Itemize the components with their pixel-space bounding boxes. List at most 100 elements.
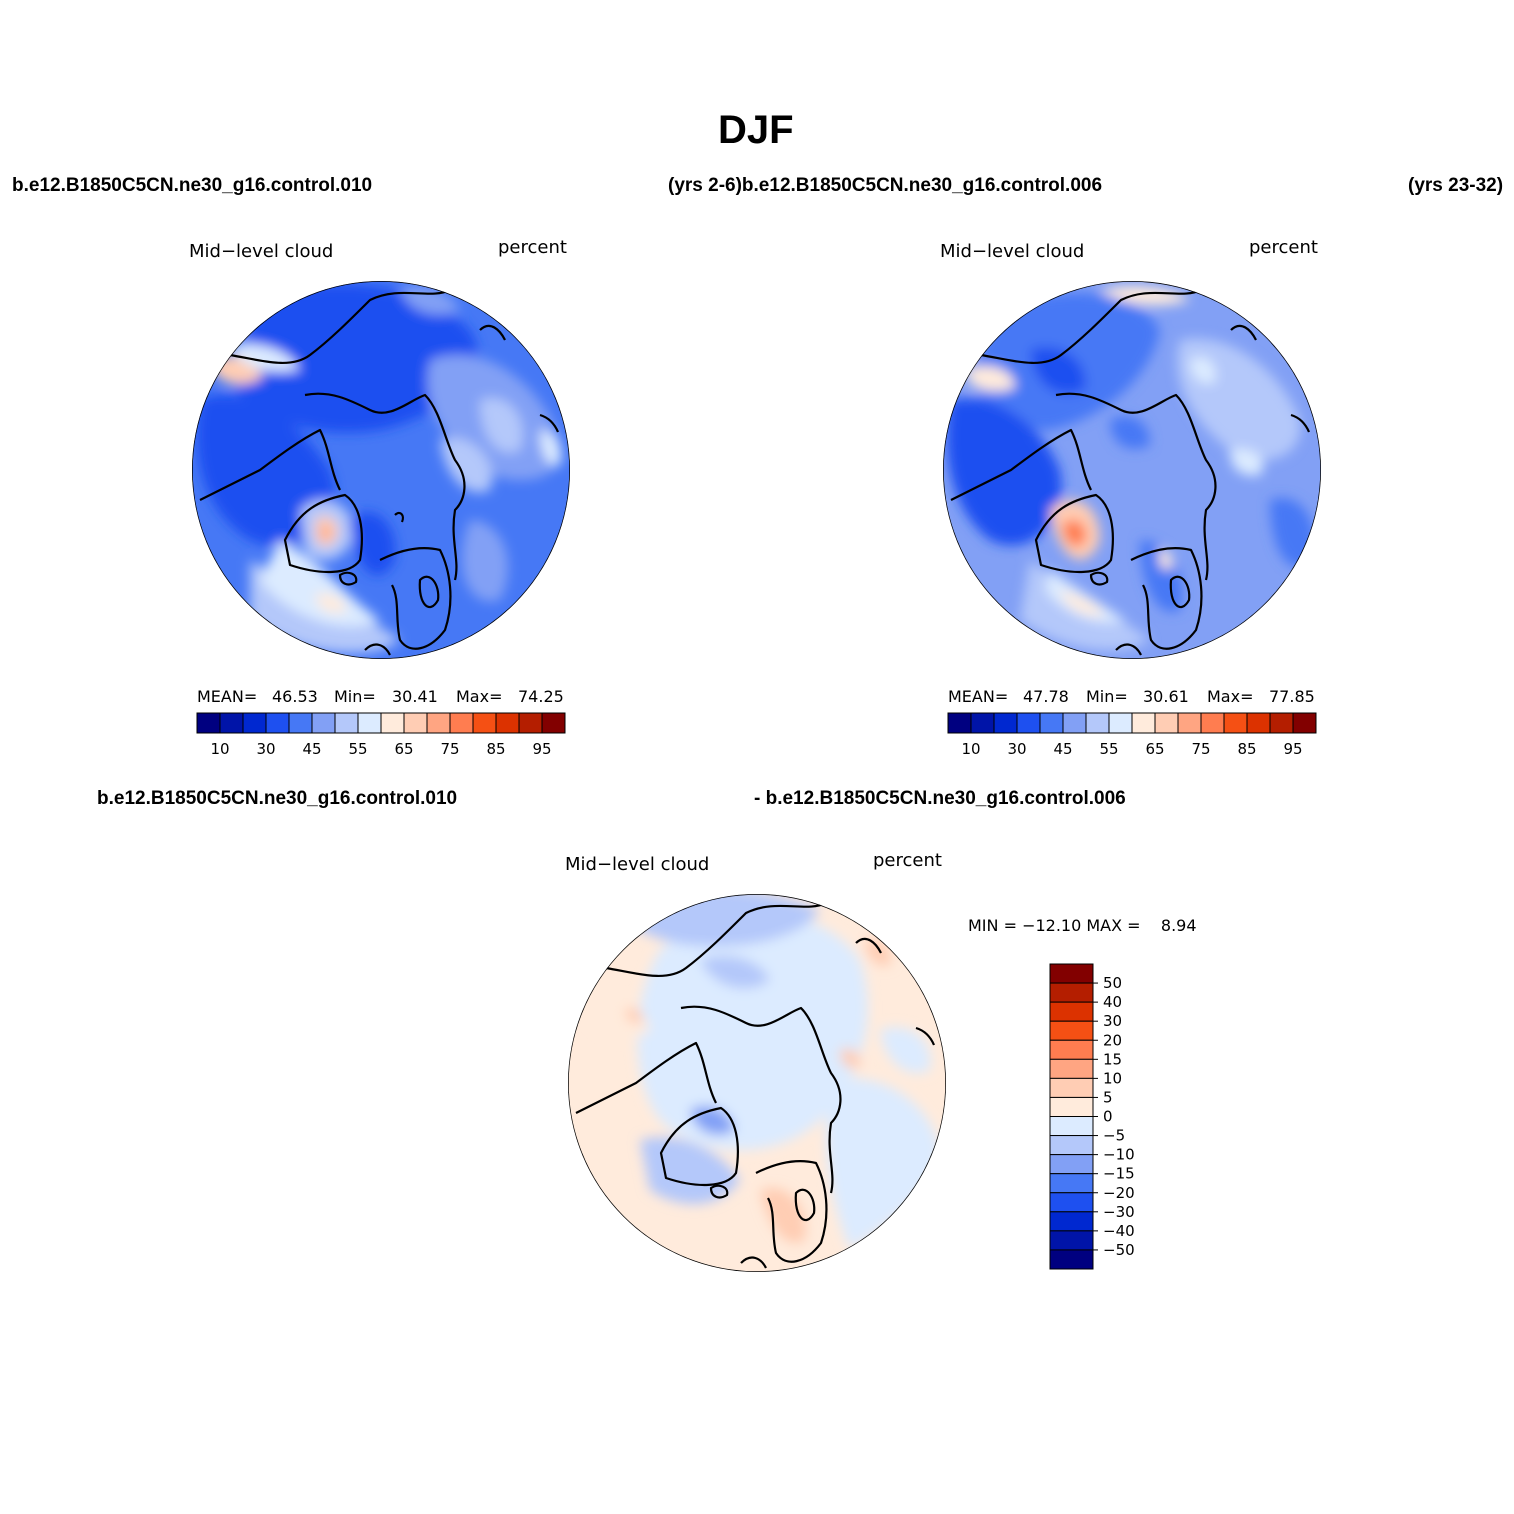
panel2-units: percent <box>1249 237 1318 258</box>
panel2-colorbar-swatch <box>993 712 1018 734</box>
diff-colorbar-tick-label: 0 <box>1103 1108 1113 1126</box>
panel1-colorbar-tick-label: 95 <box>532 740 551 758</box>
diff-colorbar-swatch <box>1049 1230 1094 1251</box>
case-label-mid: (yrs 2-6)b.e12.B1850C5CN.ne30_g16.contro… <box>668 175 1103 196</box>
diff-colorbar-swatch <box>1049 1211 1094 1232</box>
diff-colorbar-swatch <box>1049 1154 1094 1175</box>
panel1-colorbar-tick-label: 65 <box>394 740 413 758</box>
panel2-colorbar-swatch <box>1085 712 1110 734</box>
case-label-left: b.e12.B1850C5CN.ne30_g16.control.010 <box>12 175 373 196</box>
diff-colorbar-tick-label: −15 <box>1103 1165 1135 1183</box>
panel1-mean: 46.53 <box>272 687 318 706</box>
panel2-colorbar-swatch <box>1269 712 1294 734</box>
panel1-colorbar-swatch <box>288 712 313 734</box>
diff-colorbar-swatch <box>1049 1249 1094 1270</box>
diff-colorbar-tick-label: 40 <box>1103 993 1122 1011</box>
panel1-max-label: Max= <box>456 687 503 706</box>
panel2-colorbar-swatch <box>1154 712 1179 734</box>
diff-minmax: MIN = −12.10 MAX = 8.94 <box>968 916 1197 935</box>
diff-colorbar-tick-label: 20 <box>1103 1031 1122 1049</box>
diff-colorbar-swatch <box>1049 1096 1094 1117</box>
panel1-min-label: Min= <box>334 687 376 706</box>
panel2-mean-label: MEAN= <box>948 687 1009 706</box>
panel2-colorbar-tick-label: 85 <box>1237 740 1256 758</box>
panel2-colorbar-tick-label: 65 <box>1145 740 1164 758</box>
panel1-max: 74.25 <box>518 687 564 706</box>
diff-colorbar-swatch <box>1049 1173 1094 1194</box>
diff-colorbar-tick-label: 50 <box>1103 974 1122 992</box>
diff-colorbar-tick-label: 10 <box>1103 1069 1122 1087</box>
diff-colorbar-swatch <box>1049 1058 1094 1079</box>
panel2-variable: Mid−level cloud <box>940 241 1085 262</box>
panel1-colorbar-swatch <box>518 712 543 734</box>
diff-colorbar-tick-label: 5 <box>1103 1088 1113 1106</box>
diff-colorbar-swatch <box>1049 1135 1094 1156</box>
diff-colorbar-tick-label: −5 <box>1103 1127 1125 1145</box>
panel1-mean-label: MEAN= <box>197 687 258 706</box>
diff-colorbar-swatch <box>1049 963 1094 984</box>
diff-units: percent <box>873 850 942 871</box>
panel1-variable: Mid−level cloud <box>189 241 334 262</box>
panel2-min: 30.61 <box>1143 687 1189 706</box>
panel2-colorbar-tick-label: 45 <box>1053 740 1072 758</box>
panel1-colorbar-tick-label: 10 <box>210 740 229 758</box>
panel1-map <box>192 281 570 659</box>
panel1-colorbar-swatch <box>334 712 359 734</box>
panel2-colorbar-tick-label: 95 <box>1283 740 1302 758</box>
diff-case-left: b.e12.B1850C5CN.ne30_g16.control.010 <box>97 788 458 809</box>
panel2-max-label: Max= <box>1207 687 1254 706</box>
panel2-colorbar-swatch <box>1223 712 1248 734</box>
panel2-colorbar-tick-label: 30 <box>1007 740 1026 758</box>
panel2-map <box>943 281 1321 659</box>
panel1-colorbar-swatch <box>357 712 382 734</box>
panel1-colorbar-swatch <box>311 712 336 734</box>
panel1-colorbar-swatch <box>403 712 428 734</box>
panel1-colorbar-swatch <box>219 712 244 734</box>
panel2-colorbar-swatch <box>1062 712 1087 734</box>
panel1-colorbar-tick-label: 85 <box>486 740 505 758</box>
diff-colorbar-tick-label: −10 <box>1103 1146 1135 1164</box>
panel1-colorbar-tick-label: 55 <box>348 740 367 758</box>
panel1-colorbar: 10 30 45 55 65 75 85 95 <box>196 712 566 758</box>
diff-colorbar-swatch <box>1049 1039 1094 1060</box>
diff-colorbar-swatch <box>1049 982 1094 1003</box>
panel1-units: percent <box>498 237 567 258</box>
panel1-colorbar-swatch <box>426 712 451 734</box>
diff-colorbar-swatch <box>1049 1116 1094 1137</box>
panel2-colorbar-swatch <box>1016 712 1041 734</box>
panel1-colorbar-swatch <box>196 712 221 734</box>
panel2-colorbar-swatch <box>1108 712 1133 734</box>
diff-colorbar-tick-label: −30 <box>1103 1203 1135 1221</box>
panel1-colorbar-swatch <box>265 712 290 734</box>
panel2-colorbar: 10 30 45 55 65 75 85 95 <box>947 712 1317 758</box>
diff-colorbar-tick-label: −40 <box>1103 1222 1135 1240</box>
panel2-mean: 47.78 <box>1023 687 1069 706</box>
diff-colorbar-tick-label: 15 <box>1103 1050 1122 1068</box>
diff-colorbar-swatch <box>1049 1001 1094 1022</box>
panel2-colorbar-tick-label: 55 <box>1099 740 1118 758</box>
panel2-colorbar-swatch <box>1131 712 1156 734</box>
diff-colorbar-swatch <box>1049 1020 1094 1041</box>
panel1-colorbar-tick-label: 45 <box>302 740 321 758</box>
panel2-colorbar-swatch <box>1177 712 1202 734</box>
panel1-colorbar-tick-label: 30 <box>256 740 275 758</box>
diff-case-right: - b.e12.B1850C5CN.ne30_g16.control.006 <box>754 788 1126 809</box>
panel1-colorbar-swatch <box>495 712 520 734</box>
panel2-colorbar-tick-label: 75 <box>1191 740 1210 758</box>
panel2-colorbar-swatch <box>1292 712 1317 734</box>
panel2-colorbar-swatch <box>1200 712 1225 734</box>
panel2-colorbar-tick-label: 10 <box>961 740 980 758</box>
diff-colorbar-swatch <box>1049 1192 1094 1213</box>
diff-colorbar-tick-label: −20 <box>1103 1184 1135 1202</box>
panel2-min-label: Min= <box>1086 687 1128 706</box>
panel1-colorbar-swatch <box>380 712 405 734</box>
panel2-max: 77.85 <box>1269 687 1315 706</box>
panel1-min: 30.41 <box>392 687 438 706</box>
panel1-colorbar-swatch <box>541 712 566 734</box>
diff-map <box>568 894 946 1272</box>
diff-colorbar-swatch <box>1049 1077 1094 1098</box>
diff-colorbar-tick-label: −50 <box>1103 1241 1135 1259</box>
